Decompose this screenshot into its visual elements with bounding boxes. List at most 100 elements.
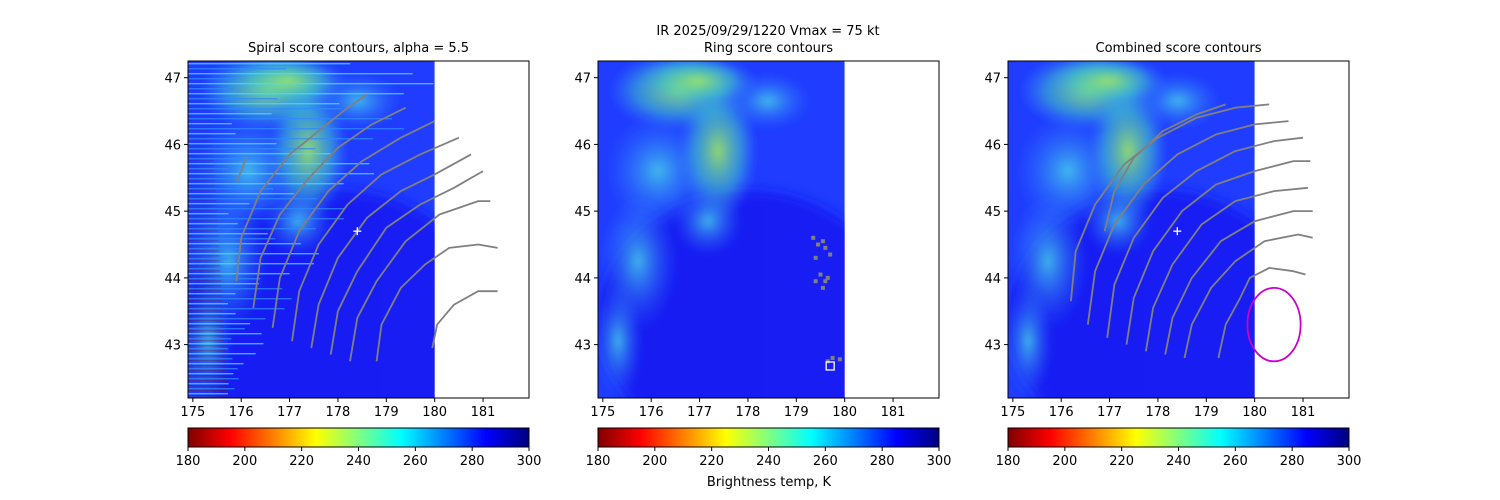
y-tick-label: 43 xyxy=(164,339,181,354)
colorbar-tick-label: 260 xyxy=(1223,454,1248,469)
ring-speck xyxy=(820,239,825,244)
x-tick-label: 178 xyxy=(736,405,761,420)
y-tick-label: 44 xyxy=(984,272,1001,287)
scan-band-warm xyxy=(188,145,213,147)
scan-band xyxy=(188,338,232,340)
scan-band-warm xyxy=(188,175,215,177)
scan-band xyxy=(188,208,345,210)
ring-speck xyxy=(823,279,828,284)
colorbar: 180 200 220 240 260 280 300 xyxy=(996,427,1361,469)
score-contour xyxy=(1125,160,1311,345)
x-tick-label: 177 xyxy=(277,405,302,420)
scan-band-warm xyxy=(188,220,218,222)
scan-band xyxy=(188,343,264,345)
ring-speck xyxy=(837,357,842,362)
scan-band-warm xyxy=(188,350,226,352)
ring-speck xyxy=(811,235,816,240)
scan-band-warm xyxy=(188,90,210,92)
ring-speck xyxy=(825,359,830,364)
scan-band xyxy=(188,203,250,205)
score-contour xyxy=(1164,210,1313,355)
scan-band-warm xyxy=(188,80,209,81)
figure-suptitle: IR 2025/09/29/1220 Vmax = 75 kt xyxy=(656,24,879,39)
scan-band xyxy=(188,363,244,365)
panel-title: Combined score contours xyxy=(1096,41,1262,56)
score-contour xyxy=(271,120,436,329)
scan-band-warm xyxy=(188,160,214,162)
scan-band xyxy=(188,298,292,300)
panel-title: Ring score contours xyxy=(704,41,833,56)
scan-band xyxy=(188,213,229,215)
scan-band-warm xyxy=(188,215,218,217)
scan-band-warm xyxy=(188,65,208,66)
scan-band-warm xyxy=(188,165,215,167)
scan-band xyxy=(188,263,314,265)
panel-title: Spiral score contours, alpha = 5.5 xyxy=(248,41,469,56)
scan-band-warm xyxy=(188,300,223,302)
y-tick-label: 44 xyxy=(164,272,181,287)
cloud-feature xyxy=(673,186,743,256)
scan-band xyxy=(188,283,259,285)
scan-band-warm xyxy=(188,255,220,257)
colorbar-tick-label: 220 xyxy=(699,454,724,469)
scan-band xyxy=(188,368,238,370)
y-tick-label: 45 xyxy=(984,205,1001,220)
scan-band-warm xyxy=(188,375,227,377)
score-contour xyxy=(235,93,368,282)
scan-band-warm xyxy=(188,395,228,397)
scan-band xyxy=(188,218,344,220)
panel-2: Ring score contours 175 176 177 178 179 180 181… xyxy=(574,41,951,469)
x-tick-label: 177 xyxy=(1097,405,1122,420)
scan-band-warm xyxy=(188,155,214,157)
scan-band-warm xyxy=(188,345,225,347)
scan-band-warm xyxy=(188,70,208,71)
cloud-feature xyxy=(638,61,758,106)
scan-band-warm xyxy=(188,280,221,282)
y-tick-label: 47 xyxy=(574,72,591,87)
scan-band xyxy=(188,158,260,160)
scan-band-warm xyxy=(188,95,210,97)
ring-speck xyxy=(825,275,830,280)
scan-band-warm xyxy=(188,325,224,327)
scan-band-warm xyxy=(188,360,226,362)
scan-band-warm xyxy=(188,320,224,322)
scan-band xyxy=(188,143,277,145)
scan-band xyxy=(188,68,287,70)
scan-band-warm xyxy=(188,190,216,192)
scan-band xyxy=(188,113,272,115)
score-contour xyxy=(349,200,491,362)
score-contour xyxy=(1183,233,1313,359)
ir-image xyxy=(188,61,435,398)
scan-band-warm xyxy=(188,245,219,247)
scan-band xyxy=(188,108,342,110)
scan-band-warm xyxy=(188,285,222,287)
scan-band xyxy=(188,248,242,250)
colorbar-tick-label: 280 xyxy=(460,454,485,469)
colorbar-tick-label: 220 xyxy=(289,454,314,469)
scan-band xyxy=(188,318,266,320)
scan-band xyxy=(188,128,405,130)
scan-band xyxy=(188,358,233,360)
x-tick-label: 181 xyxy=(881,405,906,420)
plot-frame xyxy=(187,60,530,399)
colorbar-tick-label: 180 xyxy=(586,454,611,469)
scan-band-warm xyxy=(188,275,221,277)
scan-band xyxy=(188,378,239,380)
scan-band-warm xyxy=(188,370,227,372)
ring-fit-circle xyxy=(1246,286,1302,363)
score-contour xyxy=(431,290,498,349)
scan-band-warm xyxy=(188,225,218,227)
scan-band xyxy=(188,273,290,275)
scan-band xyxy=(188,153,331,155)
scan-band-warm xyxy=(188,380,227,382)
scan-band-warm xyxy=(188,310,223,312)
scan-band xyxy=(188,333,262,335)
scan-band-warm xyxy=(188,170,215,172)
panel-1: Spiral score contours, alpha = 5.5 175 176… xyxy=(164,41,541,469)
colorbar-ramp xyxy=(187,427,530,448)
score-contour xyxy=(1145,186,1308,352)
score-contour xyxy=(235,157,247,182)
scan-band-warm xyxy=(188,305,223,307)
cloud-feature xyxy=(1008,281,1053,398)
x-tick-label: 181 xyxy=(471,405,496,420)
